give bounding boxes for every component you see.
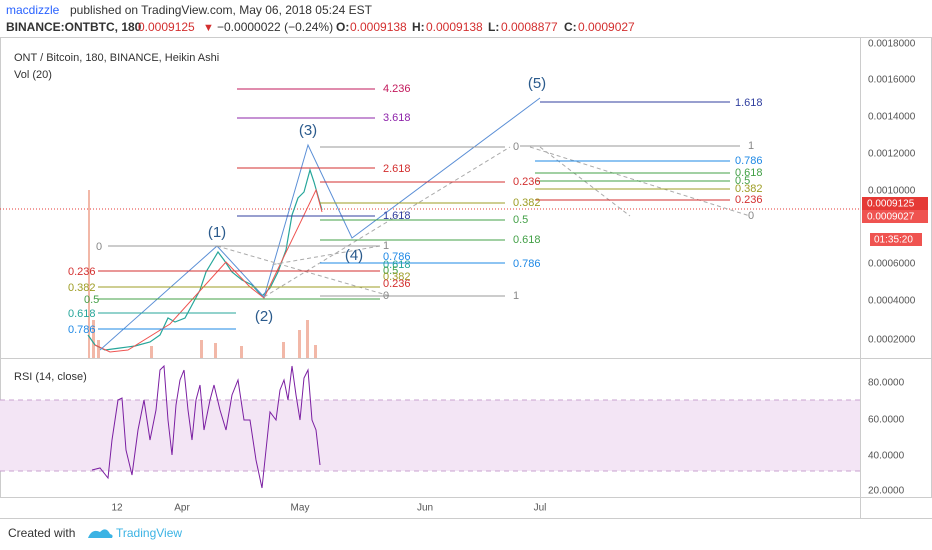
fib-label: 0.786 [68,324,96,336]
fib-label: 0.618 [513,234,541,246]
fib-label: 0 [748,210,754,222]
badge [870,233,922,246]
price-tick: 0.0016000 [868,75,916,86]
fib-label: 0.618 [383,259,411,271]
o-label: O: [336,20,349,34]
time-tick: Jun [417,503,433,514]
countdown: 01:35:20 [874,235,913,246]
badge [862,197,928,210]
wave-label: (5) [528,75,546,92]
wave-line [99,97,541,351]
arrow: ▼ [203,22,214,34]
rsi-line [91,364,321,489]
fib-lines [98,88,740,330]
fib-label: 1 [383,240,389,252]
price-tick: 0.0018000 [868,39,916,50]
fib-label: 0.5 [735,175,750,187]
wave-label: (1) [208,224,226,241]
fib-label: 3.618 [383,112,411,124]
fib-labels: 0 0.236 0.382 0.5 0.618 0.786 4.236 3.61… [68,83,763,336]
logo [88,529,113,538]
fib-label: 0.5 [84,294,99,306]
price-tick: 0.0010000 [868,186,916,197]
fib-label: 0.5 [383,265,398,277]
rsi-tick: 80.0000 [868,378,905,389]
price-path [87,167,323,351]
price-tick: 0.0004000 [868,296,916,307]
footer-created: Created with [8,526,75,540]
volume-label: Vol (20) [14,69,52,81]
h-label: H: [412,20,425,34]
fib-label: 1.618 [383,210,411,222]
open: 0.0009138 [350,20,407,34]
wave-label: (3) [299,122,317,139]
pane-title: ONT / Bitcoin, 180, BINANCE, Heikin Ashi [14,52,219,64]
fib-label: 4.236 [383,83,411,95]
time-tick: 12 [111,503,123,514]
price-axis: 0.0018000 0.0016000 0.0014000 0.0012000 … [868,39,916,346]
fib-label: 0.236 [513,176,541,188]
low: 0.0008877 [501,20,558,34]
fib-label: 0.618 [735,167,763,179]
rsi-label: RSI (14, close) [14,371,87,383]
price-tick: 0.0012000 [868,149,916,160]
wave-label: (4) [345,247,363,264]
fib-label: 0.236 [68,266,96,278]
fib-label: 0.236 [383,278,411,290]
fib-label: 0 [383,290,389,302]
time-tick: May [291,503,310,514]
rsi-tick: 60.0000 [868,415,905,426]
price-tick: 0.0002000 [868,335,916,346]
fib-label: 1 [748,140,754,152]
badge-last: 0.0009125 [867,199,915,210]
fib-label: 0.786 [735,155,763,167]
rsi-band [0,400,860,471]
fib-label: 0.5 [513,214,528,226]
time-tick: Jul [534,503,547,514]
footer-brand[interactable]: TradingView [116,526,182,540]
fib-label: 0.786 [513,258,541,270]
wave-label: (2) [255,308,273,325]
last: 0.0009125 [138,20,195,34]
fib-label: 2.618 [383,163,411,175]
price-tick: 0.0014000 [868,112,916,123]
fib-label: 0.382 [513,197,541,209]
fib-label: 0.382 [68,282,96,294]
time-tick: Apr [174,503,190,514]
l-label: L: [488,20,499,34]
change: −0.0000022 (−0.24%) [217,20,333,34]
published: published on TradingView.com, May 06, 20… [70,3,373,17]
rsi-tick: 20.0000 [868,486,905,497]
fib-label: 1.618 [735,97,763,109]
high: 0.0009138 [426,20,483,34]
fib-label: 0.236 [735,194,763,206]
fib-label: 0 [513,141,519,153]
fib-label: 0.382 [735,183,763,195]
fib-label: 1 [513,290,519,302]
badge [862,210,928,223]
badge-close: 0.0009027 [867,212,915,223]
fib-label: 0.786 [383,251,411,263]
rsi-tick: 40.0000 [868,451,905,462]
symbol: BINANCE:ONTBTC, 180 [6,20,142,34]
close: 0.0009027 [578,20,635,34]
fib-label: 0.382 [383,271,411,283]
price-tick: 0.0006000 [868,259,916,270]
author[interactable]: macdizzle [6,3,60,17]
c-label: C: [564,20,577,34]
fib-label: 0 [96,241,102,253]
volume [88,190,317,358]
price-path-down [94,188,323,353]
fib-label: 0.618 [68,308,96,320]
